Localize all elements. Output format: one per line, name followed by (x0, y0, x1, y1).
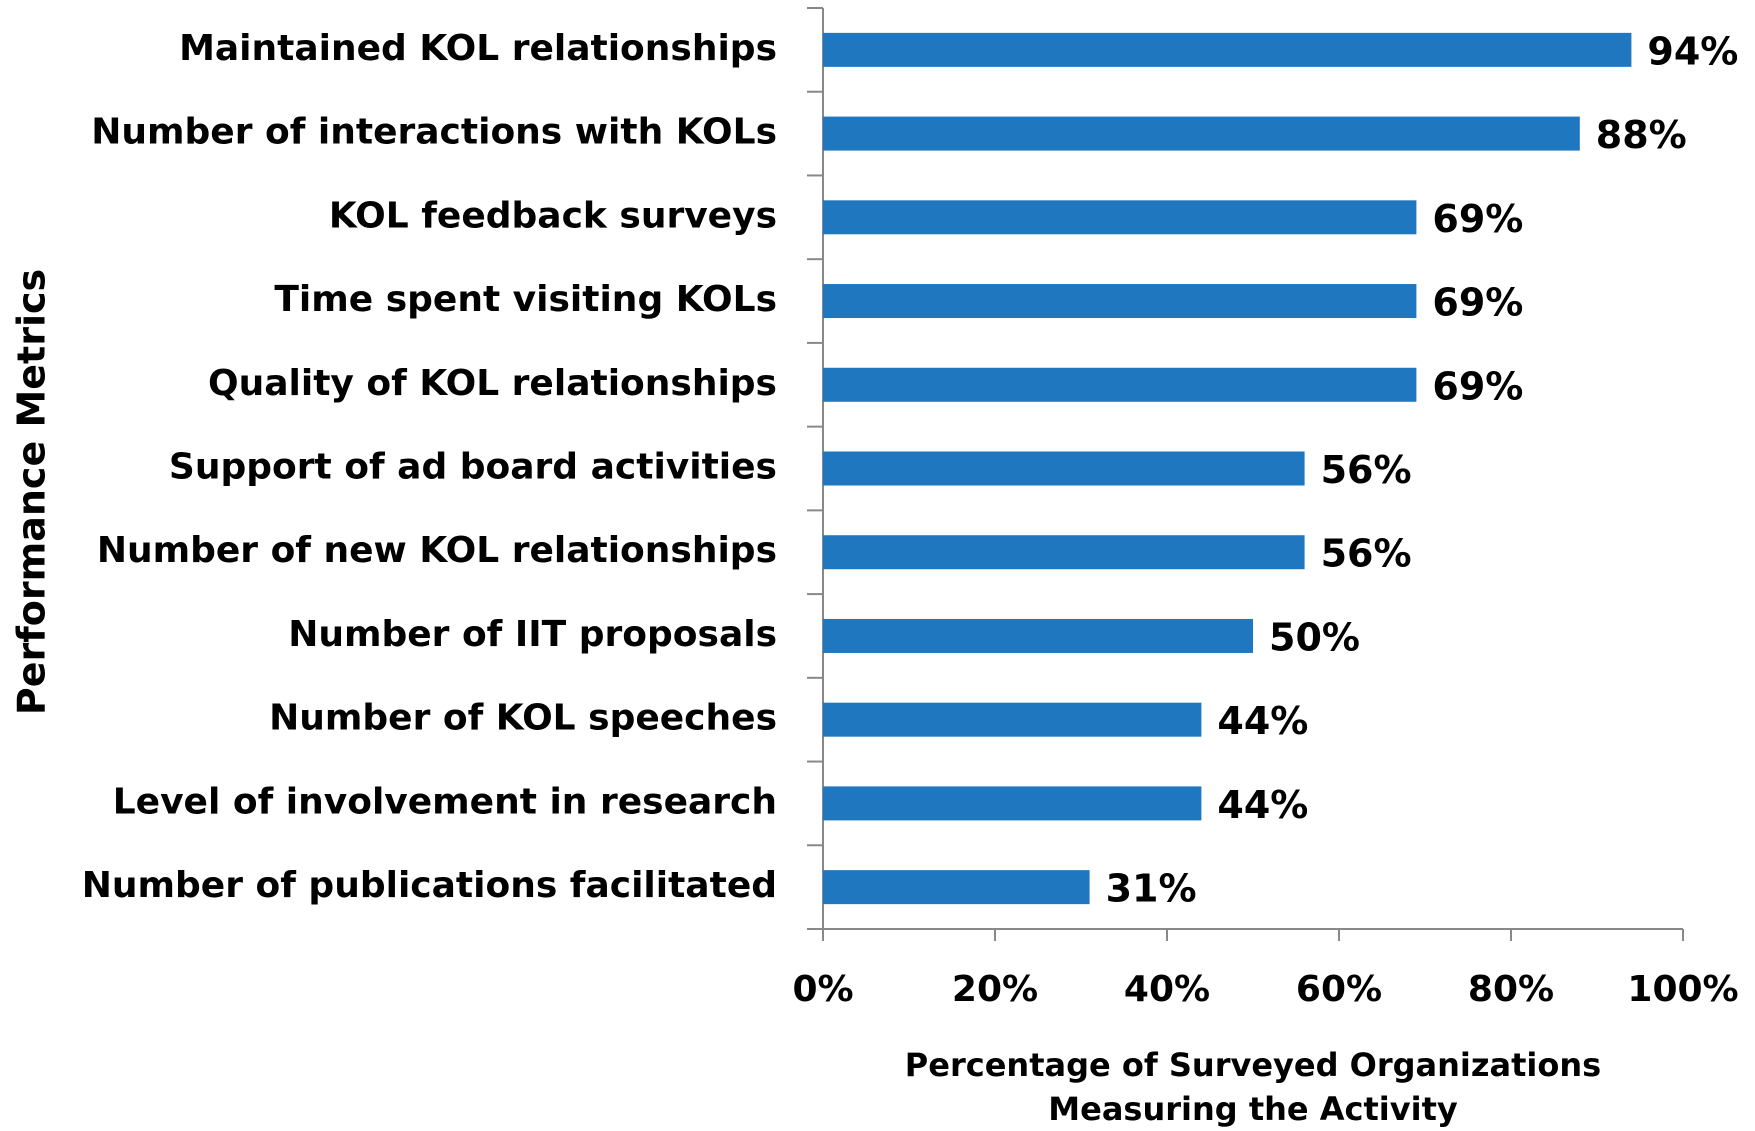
value-label: 94% (1647, 29, 1738, 73)
y-tick-label: Maintained KOL relationships (179, 28, 777, 69)
bar (823, 535, 1305, 570)
value-label: 50% (1269, 615, 1360, 659)
x-tick-label: 60% (1296, 969, 1382, 1010)
value-label: 56% (1321, 532, 1412, 576)
value-label: 44% (1217, 783, 1308, 827)
bar (823, 618, 1253, 653)
bar (823, 702, 1202, 737)
x-tick-label: 20% (952, 969, 1038, 1010)
y-tick-label: Number of IIT proposals (288, 614, 777, 655)
y-tick-label: Number of publications facilitated (82, 865, 777, 906)
y-tick-label: Number of interactions with KOLs (91, 112, 777, 153)
value-label: 69% (1432, 197, 1523, 241)
bar (823, 284, 1417, 319)
x-tick-label: 100% (1627, 969, 1738, 1010)
value-label: 88% (1596, 113, 1687, 157)
y-tick-label: Support of ad board activities (169, 447, 777, 488)
y-tick-label: Quality of KOL relationships (208, 363, 777, 404)
x-axis-title: Measuring the Activity (1048, 1090, 1458, 1128)
bar (823, 451, 1305, 486)
x-tick-label: 80% (1468, 969, 1554, 1010)
value-label: 31% (1106, 867, 1197, 911)
bar (823, 786, 1202, 821)
y-tick-label: Level of involvement in research (113, 781, 777, 822)
x-axis-title: Percentage of Surveyed Organizations (905, 1046, 1601, 1084)
x-tick-label: 0% (792, 969, 853, 1010)
bar (823, 32, 1632, 67)
y-tick-label: Number of new KOL relationships (97, 530, 777, 571)
value-label: 44% (1217, 699, 1308, 743)
y-tick-label: KOL feedback surveys (329, 195, 777, 236)
value-label: 69% (1432, 364, 1523, 408)
y-tick-label: Number of KOL speeches (269, 698, 777, 739)
bar (823, 116, 1580, 151)
x-tick-label: 40% (1124, 969, 1210, 1010)
value-label: 56% (1321, 448, 1412, 492)
y-tick-label: Time spent visiting KOLs (274, 279, 777, 320)
bar (823, 200, 1417, 235)
bar (823, 870, 1090, 905)
bar (823, 367, 1417, 402)
y-axis-title: Performance Metrics (10, 269, 54, 715)
value-label: 69% (1432, 281, 1523, 325)
